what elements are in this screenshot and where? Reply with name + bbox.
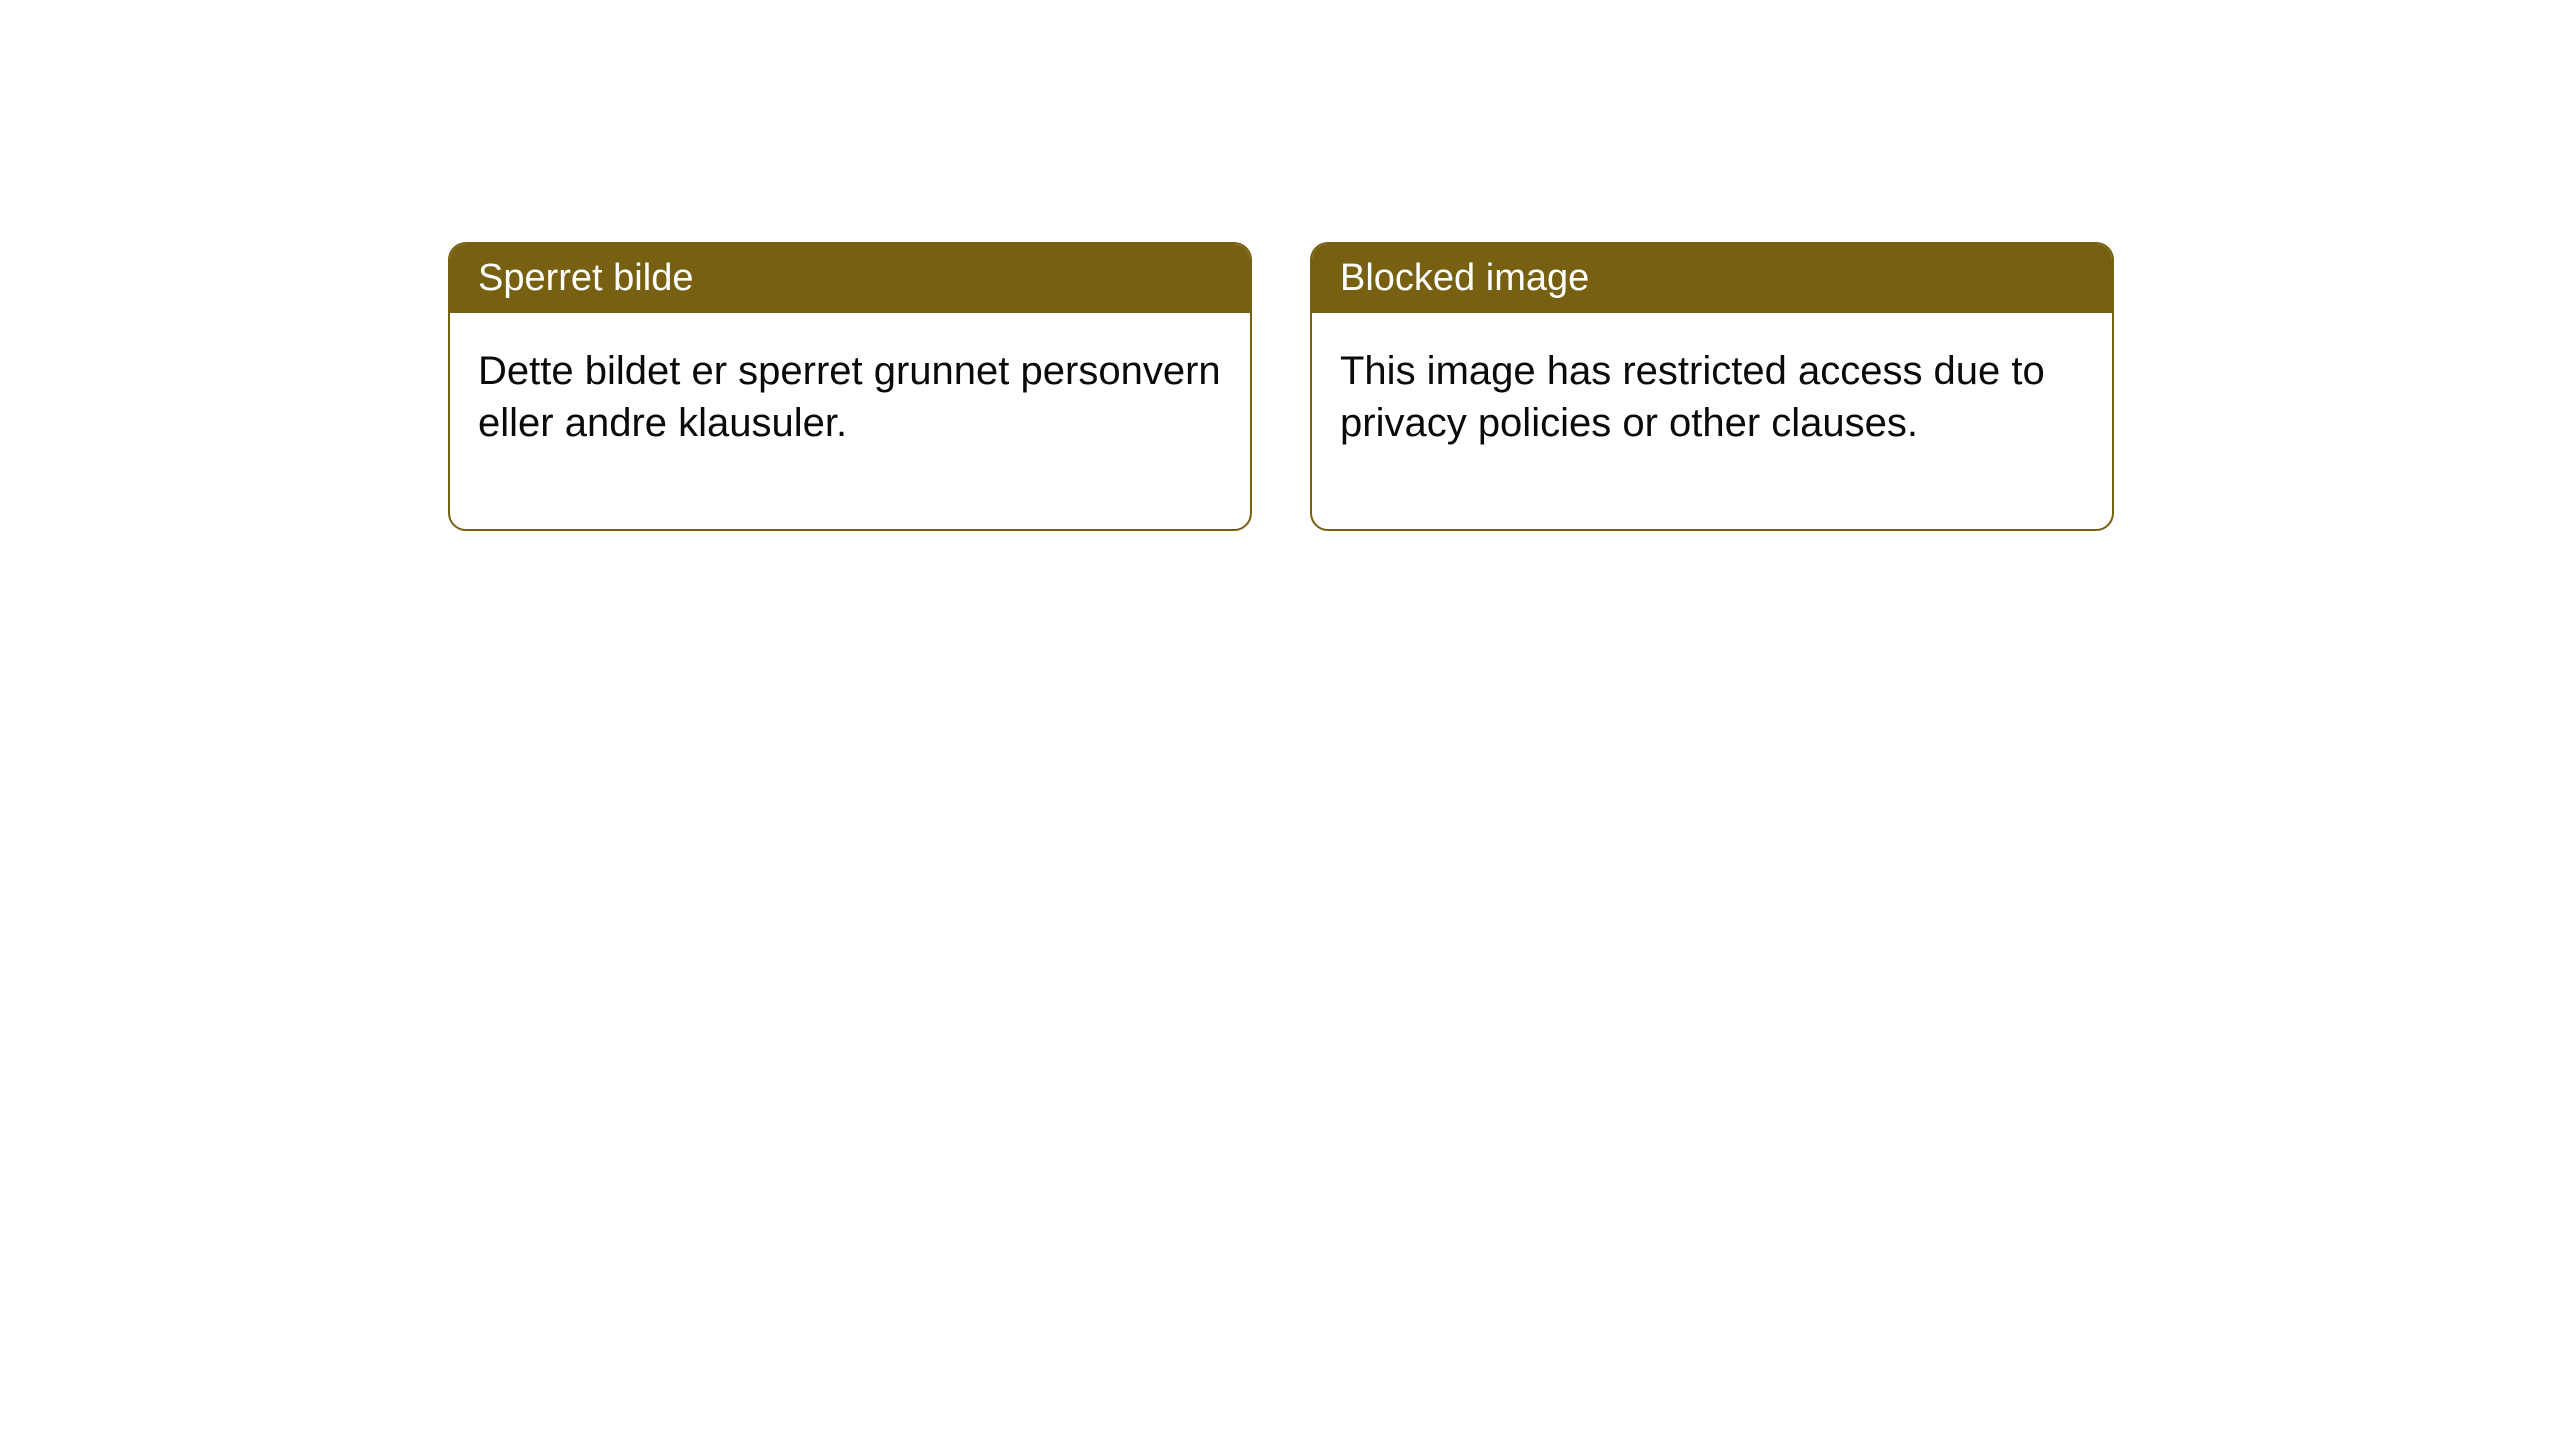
notice-header-norwegian: Sperret bilde — [450, 244, 1250, 313]
notice-box-english: Blocked image This image has restricted … — [1310, 242, 2114, 531]
notice-box-norwegian: Sperret bilde Dette bildet er sperret gr… — [448, 242, 1252, 531]
notice-body-english: This image has restricted access due to … — [1312, 313, 2112, 529]
notice-container: Sperret bilde Dette bildet er sperret gr… — [0, 0, 2560, 531]
notice-header-english: Blocked image — [1312, 244, 2112, 313]
notice-body-norwegian: Dette bildet er sperret grunnet personve… — [450, 313, 1250, 529]
